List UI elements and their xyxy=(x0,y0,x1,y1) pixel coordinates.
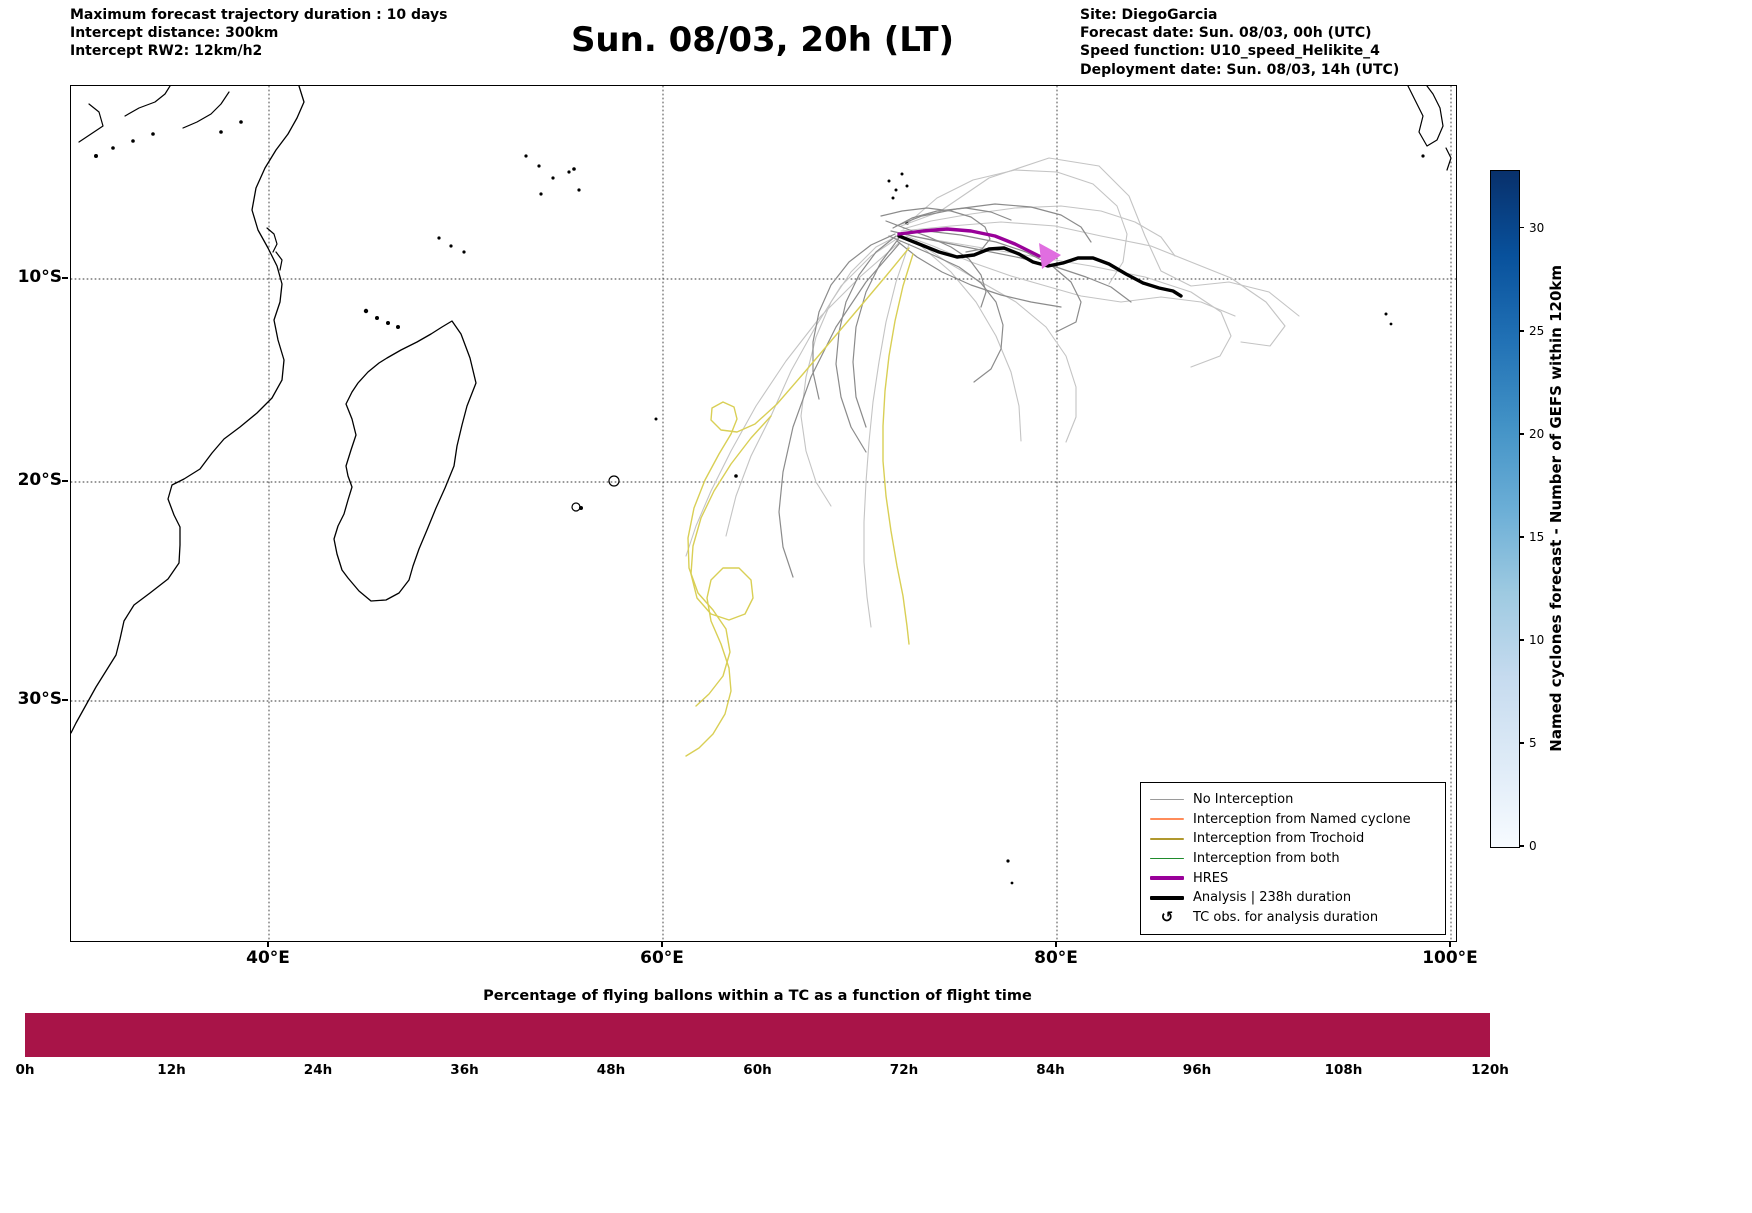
intercept-distance-text: Intercept distance: 300km xyxy=(70,25,279,42)
coast-africa xyxy=(71,86,305,734)
coast-fragments xyxy=(78,86,1452,271)
forecast-date-text: Forecast date: Sun. 08/03, 00h (UTC) xyxy=(1080,25,1372,42)
colorbar-tick-mark-20 xyxy=(1519,433,1524,435)
colorbar-tick-mark-10 xyxy=(1519,639,1524,641)
coast-madagascar xyxy=(333,320,477,602)
y-tick-label-30°S: 30°S xyxy=(17,689,62,709)
legend-line-sample xyxy=(1150,838,1184,840)
header-left-block: Maximum forecast trajectory duration : 1… xyxy=(70,6,447,61)
header-right-block: Site: DiegoGarcia Forecast date: Sun. 08… xyxy=(1080,6,1399,79)
speed-function-text: Speed function: U10_speed_Helikite_4 xyxy=(1080,43,1380,60)
legend-item-1: Interception from Named cyclone xyxy=(1150,810,1436,829)
legend-label: Interception from Named cyclone xyxy=(1193,811,1411,827)
legend-label: Analysis | 238h duration xyxy=(1193,890,1352,906)
traj-no-interception-light xyxy=(685,157,1300,628)
site-text: Site: DiegoGarcia xyxy=(1080,7,1218,23)
timeline-tick-24h: 24h xyxy=(303,1062,333,1078)
timeline-tick-0h: 0h xyxy=(15,1062,35,1078)
x-tick-label-80°E: 80°E xyxy=(1034,948,1078,968)
deployment-date-text: Deployment date: Sun. 08/03, 14h (UTC) xyxy=(1080,61,1400,78)
timeline-tick-36h: 36h xyxy=(450,1062,479,1078)
timeline-title: Percentage of flying ballons within a TC… xyxy=(483,988,1032,1004)
legend-line xyxy=(1150,798,1184,801)
x-tick-mark xyxy=(267,941,269,947)
timeline-tick-96h: 96h xyxy=(1182,1062,1212,1078)
timeline-tick-48h: 48h xyxy=(596,1062,626,1078)
traj-hres-purple xyxy=(897,227,1041,258)
grid-vertical xyxy=(268,86,1452,941)
y-tick-label-10°S: 10°S xyxy=(17,267,62,287)
tc-obs-icon: ↺ xyxy=(1150,907,1184,926)
x-tick-label-40°E: 40°E xyxy=(246,948,290,968)
timeline-tick-108h: 108h xyxy=(1324,1062,1363,1078)
legend-line-sample xyxy=(1150,895,1184,900)
x-tick-label-60°E: 60°E xyxy=(640,948,684,968)
hres-arrowhead xyxy=(1039,243,1061,269)
colorbar-label: Named cyclones forecast - Number of GEFS… xyxy=(1547,264,1565,752)
colorbar-tick-mark-25 xyxy=(1519,330,1524,332)
traj-no-interception-dark xyxy=(778,203,1132,578)
map-canvas xyxy=(71,86,1456,941)
legend-line-sample xyxy=(1150,798,1184,801)
colorbar-tick-label-15: 15 xyxy=(1529,529,1545,544)
x-tick-label-100°E: 100°E xyxy=(1422,948,1478,968)
timeline-tick-72h: 72h xyxy=(889,1062,919,1078)
legend-line-sample xyxy=(1150,857,1184,860)
colorbar-tick-label-0: 0 xyxy=(1529,839,1537,853)
colorbar xyxy=(1490,170,1520,848)
timeline-tick-120h: 120h xyxy=(1471,1062,1509,1078)
y-tick-mark xyxy=(62,480,68,482)
legend-item-3: Interception from both xyxy=(1150,849,1436,868)
colorbar-tick-label-5: 5 xyxy=(1529,735,1537,750)
traj-analysis-black xyxy=(897,234,1183,298)
legend-item-5: Analysis | 238h duration xyxy=(1150,888,1436,907)
max-duration-text: Maximum forecast trajectory duration : 1… xyxy=(70,7,448,23)
legend-item-2: Interception from Trochoid xyxy=(1150,829,1436,848)
legend-label: HRES xyxy=(1193,870,1229,886)
timeline-tick-12h: 12h xyxy=(157,1062,186,1078)
page-title: Sun. 08/03, 20h (LT) xyxy=(570,20,955,60)
legend-line xyxy=(1150,876,1184,881)
timeline-tick-60h: 60h xyxy=(743,1062,772,1078)
colorbar-tick-mark-30 xyxy=(1519,226,1524,229)
legend-item-6: ↺ TC obs. for analysis duration xyxy=(1150,908,1436,927)
colorbar-tick-label-30: 30 xyxy=(1529,220,1545,235)
legend-line-sample xyxy=(1150,818,1184,820)
traj-trochoid-yellow xyxy=(685,247,914,757)
colorbar-tick-label-20: 20 xyxy=(1529,426,1545,441)
legend-label: TC obs. for analysis duration xyxy=(1193,909,1379,925)
legend-item-0: No Interception xyxy=(1150,790,1436,809)
timeline-bar-axis xyxy=(25,1013,1490,1057)
x-tick-mark xyxy=(1055,941,1057,947)
intercept-rw2-text: Intercept RW2: 12km/h2 xyxy=(70,43,263,60)
y-tick-mark xyxy=(62,699,68,701)
legend-line xyxy=(1150,857,1184,860)
y-tick-label-20°S: 20°S xyxy=(17,470,62,490)
colorbar-tick-mark-5 xyxy=(1519,742,1524,744)
colorbar-tick-label-10: 10 xyxy=(1529,632,1545,647)
timeline-bar-fill xyxy=(25,1013,1490,1057)
legend-label: Interception from both xyxy=(1193,850,1340,866)
islands-rings xyxy=(571,475,620,512)
colorbar-tick-mark-15 xyxy=(1519,536,1524,538)
timeline-tick-84h: 84h xyxy=(1036,1062,1065,1078)
rotation-arrow-icon: ↺ xyxy=(1160,907,1174,926)
legend-item-4: HRES xyxy=(1150,869,1436,888)
x-tick-mark xyxy=(661,941,663,947)
legend-label: Interception from Trochoid xyxy=(1193,831,1365,847)
y-tick-mark xyxy=(62,277,68,279)
x-tick-mark xyxy=(1449,941,1451,947)
legend-line xyxy=(1150,895,1184,900)
colorbar-tick-mark-0 xyxy=(1519,845,1524,847)
colorbar-tick-label-25: 25 xyxy=(1529,323,1545,338)
legend-line xyxy=(1150,838,1184,840)
legend-line xyxy=(1150,818,1184,820)
grid-horizontal xyxy=(71,278,1456,702)
islands-dots xyxy=(94,120,1425,885)
legend-line-sample xyxy=(1150,876,1184,881)
legend-label: No Interception xyxy=(1193,792,1294,807)
map-legend: No Interception Interception from Named c… xyxy=(1140,782,1446,935)
